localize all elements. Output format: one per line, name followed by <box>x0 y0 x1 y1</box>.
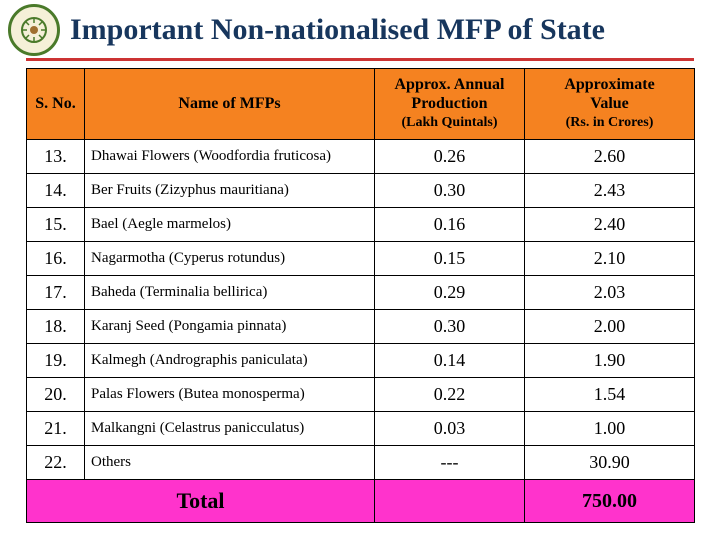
col-val: Approximate Value (Rs. in Crores) <box>525 69 695 140</box>
cell-prod: 0.22 <box>375 378 525 412</box>
col-sno: S. No. <box>27 69 85 140</box>
table-row: 16.Nagarmotha (Cyperus rotundus)0.152.10 <box>27 242 695 276</box>
table-row: 21.Malkangni (Celastrus panicculatus)0.0… <box>27 412 695 446</box>
table-row: 18.Karanj Seed (Pongamia pinnata)0.302.0… <box>27 310 695 344</box>
cell-prod: 0.29 <box>375 276 525 310</box>
cell-sno: 13. <box>27 140 85 174</box>
cell-sno: 19. <box>27 344 85 378</box>
cell-name: Baheda (Terminalia bellirica) <box>85 276 375 310</box>
cell-name: Kalmegh (Andrographis paniculata) <box>85 344 375 378</box>
cell-sno: 20. <box>27 378 85 412</box>
cell-prod: --- <box>375 446 525 480</box>
cell-sno: 21. <box>27 412 85 446</box>
mfp-table: S. No. Name of MFPs Approx. Annual Produ… <box>26 68 695 523</box>
cell-sno: 22. <box>27 446 85 480</box>
title-bar: Important Non-nationalised MFP of State <box>0 0 720 60</box>
cell-sno: 18. <box>27 310 85 344</box>
cell-name: Malkangni (Celastrus panicculatus) <box>85 412 375 446</box>
cell-val: 2.60 <box>525 140 695 174</box>
cell-val: 30.90 <box>525 446 695 480</box>
cell-val: 1.54 <box>525 378 695 412</box>
cell-val: 2.00 <box>525 310 695 344</box>
cell-val: 2.40 <box>525 208 695 242</box>
cell-name: Bael (Aegle marmelos) <box>85 208 375 242</box>
cell-sno: 17. <box>27 276 85 310</box>
cell-val: 2.43 <box>525 174 695 208</box>
cell-sno: 15. <box>27 208 85 242</box>
slide: Important Non-nationalised MFP of State … <box>0 0 720 540</box>
cell-sno: 16. <box>27 242 85 276</box>
table-row: 15.Bael (Aegle marmelos)0.162.40 <box>27 208 695 242</box>
logo-icon <box>8 4 60 56</box>
table-row: 13.Dhawai Flowers (Woodfordia fruticosa)… <box>27 140 695 174</box>
cell-name: Nagarmotha (Cyperus rotundus) <box>85 242 375 276</box>
title-underline <box>26 58 694 61</box>
cell-prod: 0.26 <box>375 140 525 174</box>
table-row: 17.Baheda (Terminalia bellirica)0.292.03 <box>27 276 695 310</box>
total-val: 750.00 <box>525 480 695 523</box>
cell-val: 1.90 <box>525 344 695 378</box>
table-header-row: S. No. Name of MFPs Approx. Annual Produ… <box>27 69 695 140</box>
cell-val: 2.10 <box>525 242 695 276</box>
cell-prod: 0.03 <box>375 412 525 446</box>
cell-name: Karanj Seed (Pongamia pinnata) <box>85 310 375 344</box>
cell-prod: 0.15 <box>375 242 525 276</box>
col-prod: Approx. Annual Production (Lakh Quintals… <box>375 69 525 140</box>
cell-sno: 14. <box>27 174 85 208</box>
total-row: Total 750.00 <box>27 480 695 523</box>
table-row: 22.Others---30.90 <box>27 446 695 480</box>
col-name: Name of MFPs <box>85 69 375 140</box>
cell-val: 2.03 <box>525 276 695 310</box>
cell-name: Others <box>85 446 375 480</box>
total-prod <box>375 480 525 523</box>
cell-prod: 0.30 <box>375 174 525 208</box>
cell-prod: 0.30 <box>375 310 525 344</box>
cell-prod: 0.16 <box>375 208 525 242</box>
cell-name: Dhawai Flowers (Woodfordia fruticosa) <box>85 140 375 174</box>
table-row: 20.Palas Flowers (Butea monosperma)0.221… <box>27 378 695 412</box>
cell-name: Ber Fruits (Zizyphus mauritiana) <box>85 174 375 208</box>
table-row: 19.Kalmegh (Andrographis paniculata)0.14… <box>27 344 695 378</box>
cell-prod: 0.14 <box>375 344 525 378</box>
total-label: Total <box>27 480 375 523</box>
cell-val: 1.00 <box>525 412 695 446</box>
table-row: 14.Ber Fruits (Zizyphus mauritiana)0.302… <box>27 174 695 208</box>
cell-name: Palas Flowers (Butea monosperma) <box>85 378 375 412</box>
slide-title: Important Non-nationalised MFP of State <box>70 13 605 47</box>
